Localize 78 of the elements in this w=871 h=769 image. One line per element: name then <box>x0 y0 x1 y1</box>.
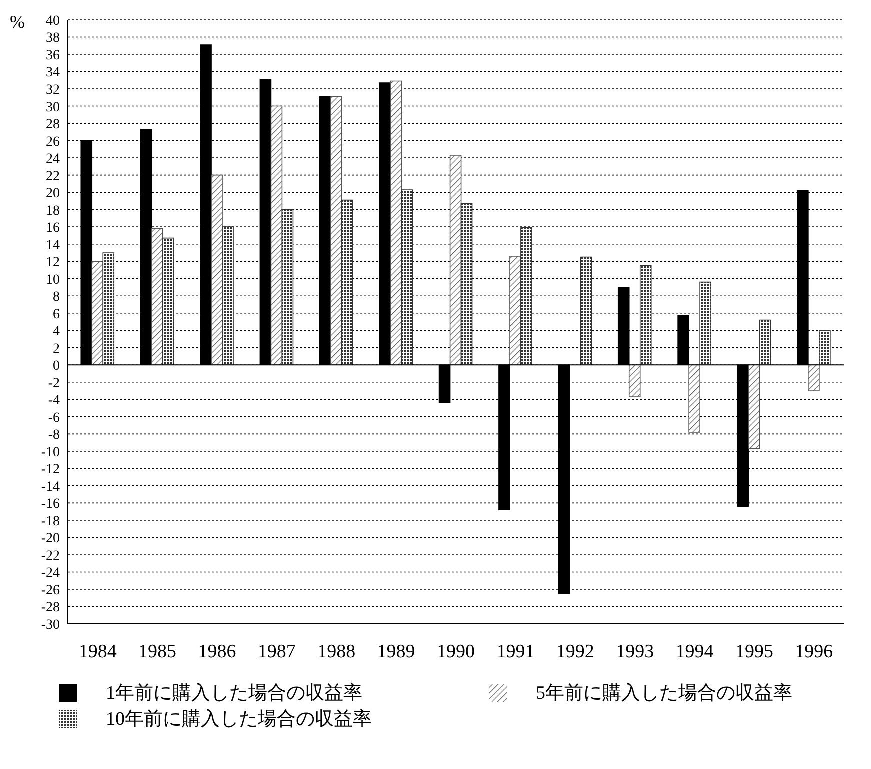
bar <box>162 238 174 366</box>
y-tick-label: 6 <box>53 307 60 322</box>
y-tick-label: -26 <box>41 583 60 598</box>
y-tick-label: -14 <box>41 480 60 495</box>
y-tick-label: 38 <box>46 31 60 46</box>
legend-label: 1年前に購入した場合の収益率 <box>106 682 362 706</box>
y-tick-label: 34 <box>46 66 60 81</box>
x-tick-label: 1990 <box>437 641 475 662</box>
y-tick-label: -10 <box>41 445 60 460</box>
bar <box>270 106 283 366</box>
legend-label: 5年前に購入した場合の収益率 <box>536 682 792 706</box>
x-tick-label: 1993 <box>616 641 654 662</box>
x-tick-label: 1996 <box>795 641 834 662</box>
x-tick-label: 1992 <box>556 641 594 662</box>
y-tick-label: 18 <box>46 204 60 219</box>
y-tick-label: -28 <box>41 600 60 616</box>
y-tick-label: 28 <box>46 118 60 133</box>
bar <box>211 174 223 366</box>
x-tick-label: 1995 <box>735 641 774 662</box>
y-tick-label: 26 <box>46 134 60 150</box>
x-tick-label: 1986 <box>198 641 236 662</box>
bar <box>401 190 413 366</box>
y-tick-label: 36 <box>46 48 60 64</box>
bar <box>460 203 473 366</box>
y-tick-label: -16 <box>41 497 60 512</box>
x-tick-label: 1984 <box>78 641 118 662</box>
y-axis-title: % <box>10 12 25 33</box>
y-tick-label: -20 <box>41 532 60 547</box>
bar <box>510 256 522 366</box>
bar <box>700 282 712 366</box>
x-tick-label: 1985 <box>138 641 177 662</box>
bar <box>748 364 760 450</box>
legend-label: 10年前に購入した場合の収益率 <box>106 708 372 732</box>
bar <box>808 364 820 392</box>
y-tick-label: 0 <box>53 359 60 374</box>
y-tick-label: -30 <box>41 618 60 633</box>
bar <box>688 364 700 433</box>
y-tick-label: -2 <box>48 376 60 392</box>
y-tick-label: 10 <box>46 272 60 288</box>
x-tick-label: 1987 <box>258 641 296 662</box>
y-tick-label: 20 <box>46 186 60 202</box>
bar <box>628 364 641 398</box>
y-tick-label: 24 <box>46 152 60 168</box>
y-tick-label: 40 <box>46 14 60 29</box>
bar <box>342 200 354 366</box>
x-tick-label: 1989 <box>377 641 416 662</box>
y-tick-label: 30 <box>46 100 60 116</box>
y-tick-label: 22 <box>46 169 60 184</box>
y-tick-label: 16 <box>46 221 60 236</box>
y-tick-label: -4 <box>48 394 60 409</box>
bar <box>102 252 115 366</box>
y-tick-label: -6 <box>48 410 60 426</box>
x-tick-label: 1994 <box>676 641 714 662</box>
y-tick-label: 2 <box>53 342 60 357</box>
bar <box>520 228 532 366</box>
bar <box>390 80 402 366</box>
x-tick-label: 1991 <box>496 641 535 662</box>
y-tick-label: 4 <box>53 324 60 340</box>
y-tick-label: -12 <box>41 462 60 478</box>
bar <box>92 261 104 366</box>
bar <box>450 155 462 366</box>
y-tick-label: 32 <box>46 83 60 98</box>
x-tick-label: 1988 <box>318 641 356 662</box>
bar <box>580 256 592 366</box>
bar <box>222 226 234 366</box>
bar <box>640 266 652 366</box>
bar <box>819 330 831 366</box>
bar <box>282 209 294 366</box>
y-tick-label: 12 <box>46 256 60 271</box>
bar <box>330 96 342 366</box>
bar <box>151 228 164 366</box>
bar <box>759 320 772 366</box>
y-tick-label: -18 <box>41 514 60 530</box>
y-tick-label: -22 <box>41 548 60 564</box>
y-tick-label: -24 <box>41 566 60 582</box>
y-tick-label: 14 <box>46 238 60 254</box>
y-tick-label: -8 <box>48 428 60 444</box>
y-tick-label: 8 <box>53 290 60 306</box>
